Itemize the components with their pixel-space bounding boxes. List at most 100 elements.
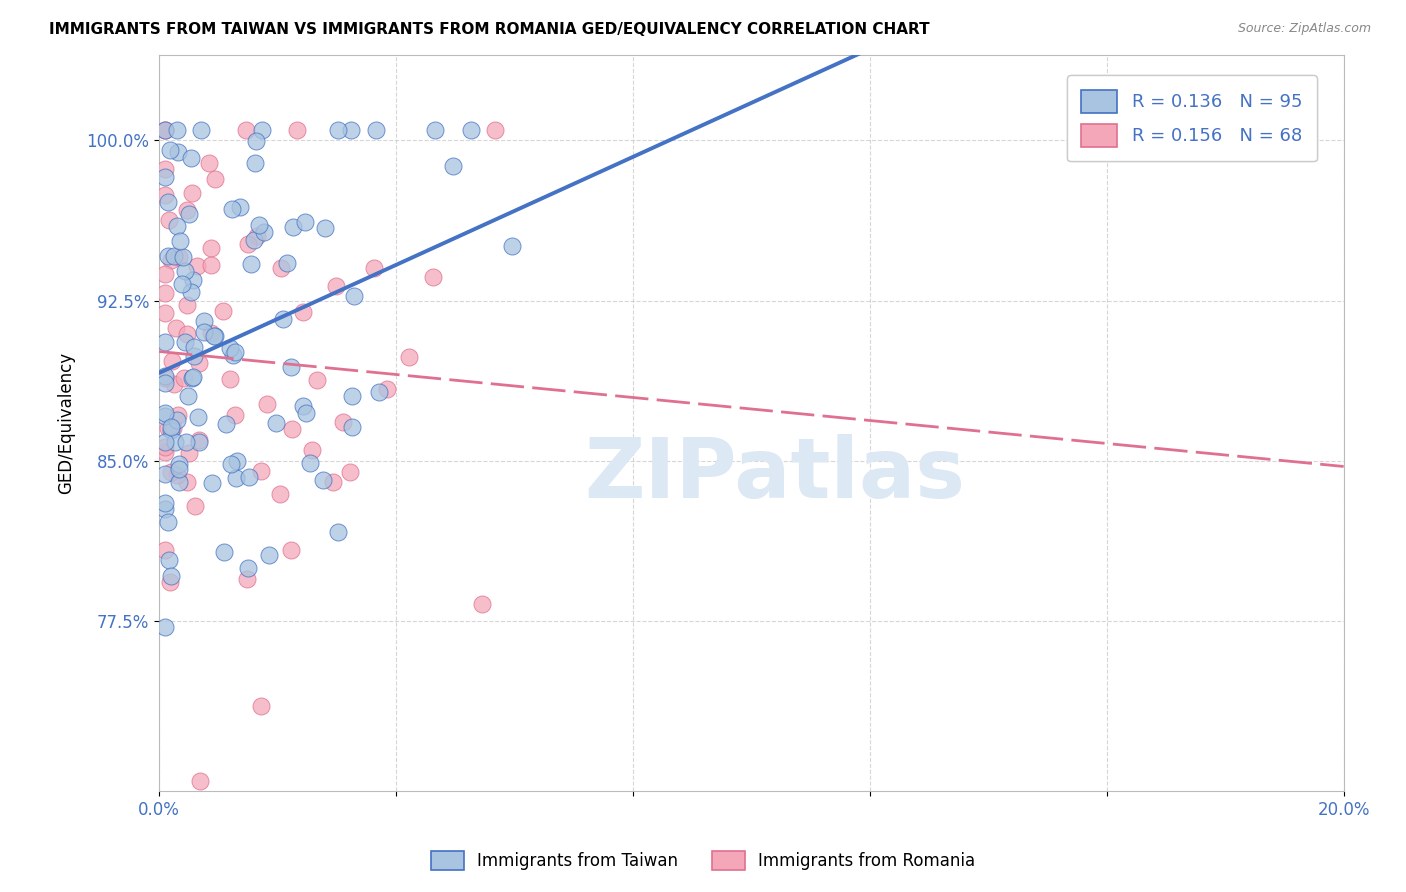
Point	[224, 345, 246, 359]
Point	[224, 409, 246, 423]
Point	[236, 561, 259, 575]
Point	[423, 123, 446, 137]
Point	[166, 467, 188, 482]
Text: ZIPatlas: ZIPatlas	[585, 434, 966, 516]
Point	[160, 423, 183, 437]
Point	[181, 186, 204, 201]
Point	[246, 228, 269, 243]
Point	[221, 202, 243, 216]
Point	[176, 326, 198, 341]
Point	[198, 156, 221, 170]
Point	[222, 347, 245, 361]
Point	[188, 434, 211, 449]
Point	[156, 515, 179, 529]
Point	[235, 123, 257, 137]
Point	[167, 145, 190, 160]
Point	[165, 320, 187, 334]
Point	[271, 312, 294, 326]
Point	[280, 360, 302, 375]
Point	[200, 258, 222, 272]
Point	[186, 260, 208, 274]
Point	[218, 372, 240, 386]
Point	[200, 241, 222, 255]
Point	[225, 471, 247, 485]
Point	[166, 408, 188, 422]
Point	[153, 285, 176, 300]
Point	[366, 123, 388, 137]
Point	[269, 486, 291, 500]
Text: IMMIGRANTS FROM TAIWAN VS IMMIGRANTS FROM ROMANIA GED/EQUIVALENCY CORRELATION CH: IMMIGRANTS FROM TAIWAN VS IMMIGRANTS FRO…	[49, 22, 929, 37]
Point	[294, 215, 316, 229]
Point	[253, 225, 276, 239]
Point	[283, 220, 305, 235]
Point	[305, 373, 328, 387]
Point	[157, 421, 180, 435]
Point	[340, 123, 363, 137]
Point	[166, 413, 188, 427]
Text: Source: ZipAtlas.com: Source: ZipAtlas.com	[1237, 22, 1371, 36]
Legend: Immigrants from Taiwan, Immigrants from Romania: Immigrants from Taiwan, Immigrants from …	[425, 844, 981, 877]
Point	[159, 575, 181, 590]
Point	[162, 421, 184, 435]
Point	[153, 371, 176, 385]
Point	[276, 256, 298, 270]
Point	[343, 289, 366, 303]
Point	[291, 399, 314, 413]
Point	[292, 305, 315, 319]
Point	[153, 376, 176, 390]
Point	[167, 250, 190, 264]
Point	[501, 239, 523, 253]
Point	[153, 267, 176, 281]
Point	[176, 475, 198, 489]
Point	[295, 406, 318, 420]
Point	[422, 269, 444, 284]
Point	[159, 143, 181, 157]
Point	[172, 277, 194, 291]
Point	[177, 206, 200, 220]
Point	[204, 171, 226, 186]
Point	[156, 249, 179, 263]
Point	[245, 156, 267, 170]
Point	[187, 409, 209, 424]
Point	[219, 341, 242, 355]
Point	[153, 334, 176, 349]
Point	[368, 385, 391, 400]
Point	[312, 474, 335, 488]
Point	[249, 464, 271, 478]
Point	[340, 420, 363, 434]
Point	[264, 416, 287, 430]
Point	[212, 545, 235, 559]
Point	[153, 467, 176, 481]
Point	[250, 123, 273, 137]
Point	[177, 388, 200, 402]
Point	[471, 597, 494, 611]
Point	[212, 304, 235, 318]
Point	[174, 264, 197, 278]
Point	[153, 123, 176, 137]
Point	[174, 335, 197, 350]
Point	[214, 417, 236, 431]
Point	[242, 233, 264, 247]
Point	[256, 397, 278, 411]
Point	[226, 454, 249, 468]
Point	[325, 279, 347, 293]
Point	[322, 475, 344, 490]
Point	[156, 195, 179, 210]
Point	[169, 235, 191, 249]
Point	[188, 433, 211, 447]
Point	[173, 371, 195, 385]
Point	[176, 202, 198, 217]
Point	[326, 525, 349, 540]
Point	[193, 314, 215, 328]
Point	[153, 368, 176, 383]
Point	[153, 169, 176, 184]
Point	[157, 553, 180, 567]
Point	[484, 123, 506, 137]
Point	[280, 542, 302, 557]
Point	[301, 443, 323, 458]
Point	[153, 496, 176, 510]
Point	[153, 123, 176, 137]
Point	[153, 406, 176, 420]
Point	[257, 548, 280, 562]
Point	[166, 123, 188, 137]
